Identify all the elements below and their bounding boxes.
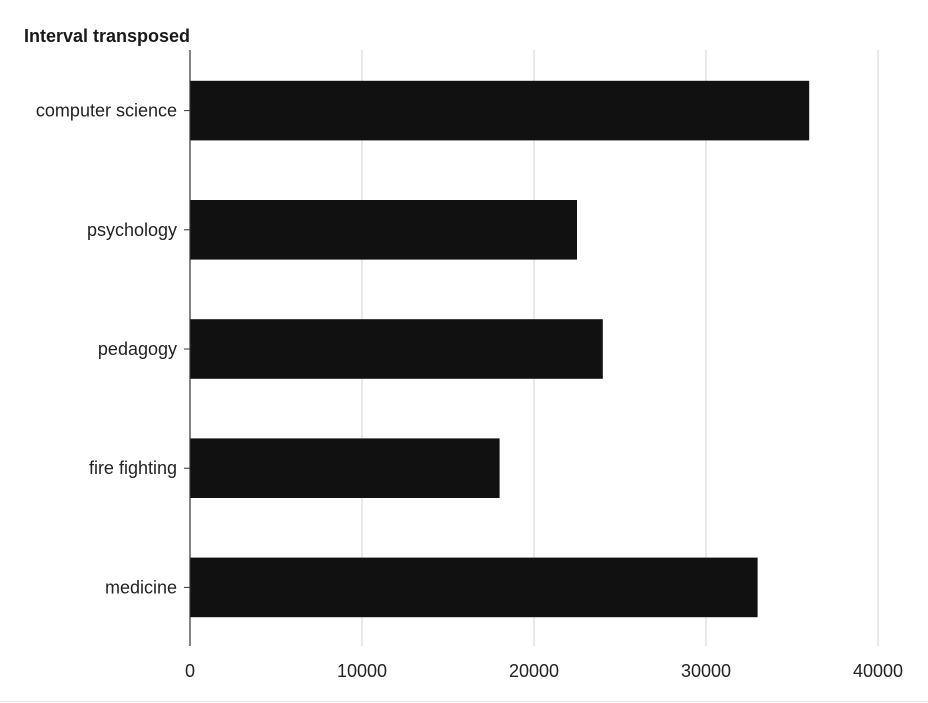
x-tick-label: 40000 bbox=[853, 661, 903, 681]
bar-computer-science bbox=[190, 80, 810, 141]
x-tick-label: 10000 bbox=[337, 661, 387, 681]
bar-fire-fighting bbox=[190, 438, 500, 498]
axes bbox=[184, 50, 191, 646]
bars bbox=[190, 80, 810, 618]
y-tick-label: fire fighting bbox=[89, 458, 177, 478]
y-tick-label: psychology bbox=[87, 220, 177, 240]
x-tick-label: 20000 bbox=[509, 661, 559, 681]
bottom-divider bbox=[0, 701, 928, 702]
y-tick-label: pedagogy bbox=[98, 339, 177, 359]
bar-pedagogy bbox=[190, 319, 603, 379]
bar-medicine bbox=[190, 557, 758, 618]
labels: computer science psychology pedagogy fire f… bbox=[36, 101, 903, 681]
chart-title: Interval transposed bbox=[24, 26, 191, 46]
y-tick-label: computer science bbox=[36, 101, 177, 121]
x-tick-label: 30000 bbox=[681, 661, 731, 681]
y-tick-label: medicine bbox=[105, 577, 177, 597]
bar-psychology bbox=[190, 200, 577, 260]
x-tick-label: 0 bbox=[185, 661, 195, 681]
